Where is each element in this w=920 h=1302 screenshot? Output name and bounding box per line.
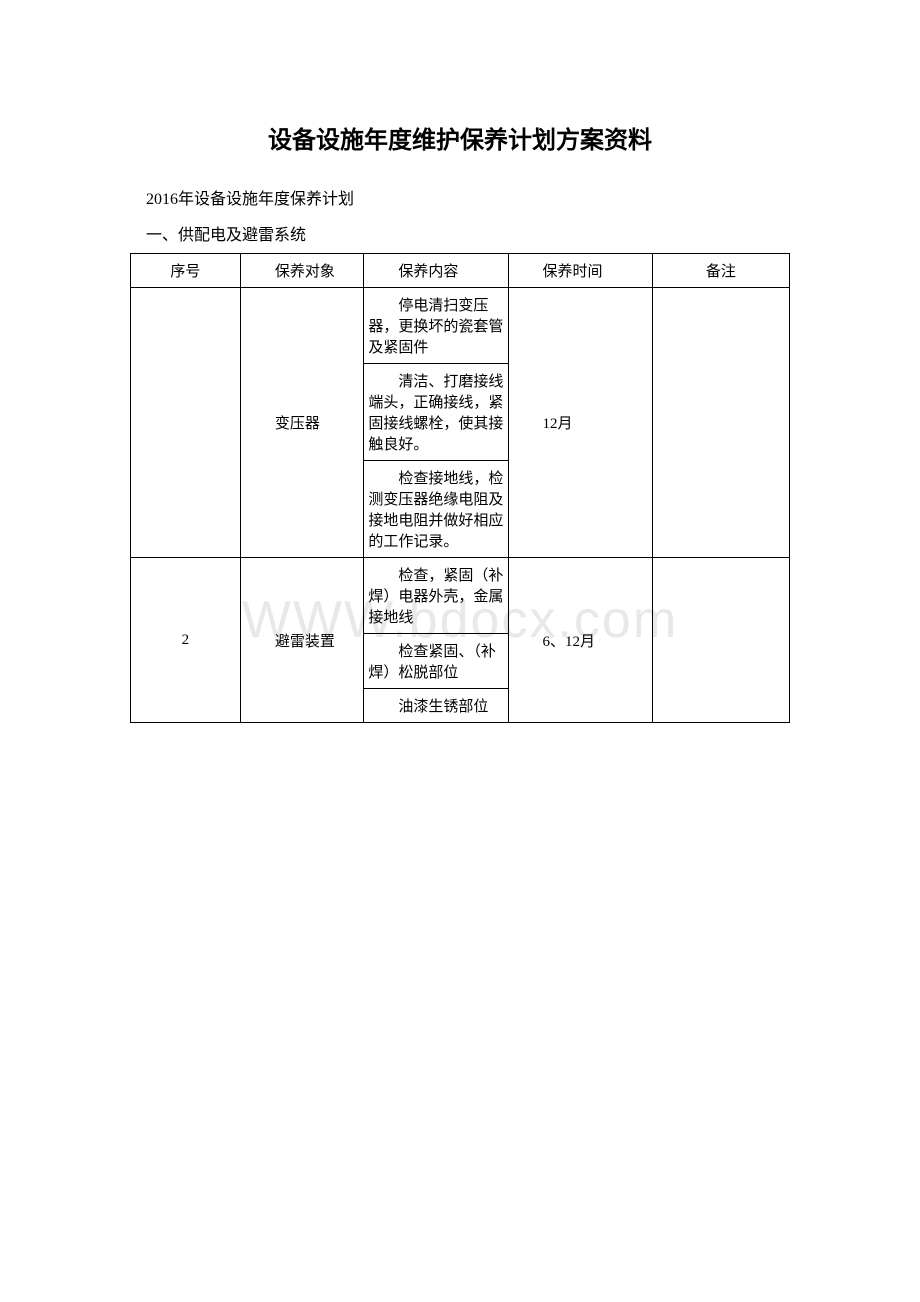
table-header-row: 序号 保养对象 保养内容 保养时间 备注 [131, 254, 790, 288]
cell-note [652, 288, 789, 558]
header-obj: 保养对象 [240, 254, 364, 288]
cell-obj: 变压器 [240, 288, 364, 558]
cell-content: 检查紧固、（补焊）松脱部位 [364, 634, 508, 689]
document-content: 设备设施年度维护保养计划方案资料 2016年设备设施年度保养计划 一、供配电及避… [130, 120, 790, 723]
subtitle-text: 2016年设备设施年度保养计划 [130, 185, 790, 209]
cell-obj: 避雷装置 [240, 558, 364, 723]
cell-content: 油漆生锈部位 [364, 689, 508, 723]
table-row: 变压器 停电清扫变压器，更换坏的瓷套管及紧固件 12月 [131, 288, 790, 364]
cell-time: 6、12月 [508, 558, 652, 723]
page-title: 设备设施年度维护保养计划方案资料 [130, 120, 790, 155]
header-note: 备注 [652, 254, 789, 288]
table-row: 2 避雷装置 检查，紧固（补焊）电器外壳，金属接地线 6、12月 [131, 558, 790, 634]
cell-content: 检查，紧固（补焊）电器外壳，金属接地线 [364, 558, 508, 634]
header-content: 保养内容 [364, 254, 508, 288]
cell-content: 停电清扫变压器，更换坏的瓷套管及紧固件 [364, 288, 508, 364]
cell-time: 12月 [508, 288, 652, 558]
cell-seq: 2 [131, 558, 241, 723]
section-heading: 一、供配电及避雷系统 [130, 221, 790, 245]
maintenance-table: 序号 保养对象 保养内容 保养时间 备注 变压器 停电清扫变压器，更换坏的瓷套管… [130, 253, 790, 723]
header-time: 保养时间 [508, 254, 652, 288]
header-seq: 序号 [131, 254, 241, 288]
cell-content: 清洁、打磨接线端头，正确接线，紧固接线螺栓，使其接触良好。 [364, 364, 508, 461]
cell-seq [131, 288, 241, 558]
cell-note [652, 558, 789, 723]
cell-content: 检查接地线，检测变压器绝缘电阻及接地电阻并做好相应的工作记录。 [364, 461, 508, 558]
